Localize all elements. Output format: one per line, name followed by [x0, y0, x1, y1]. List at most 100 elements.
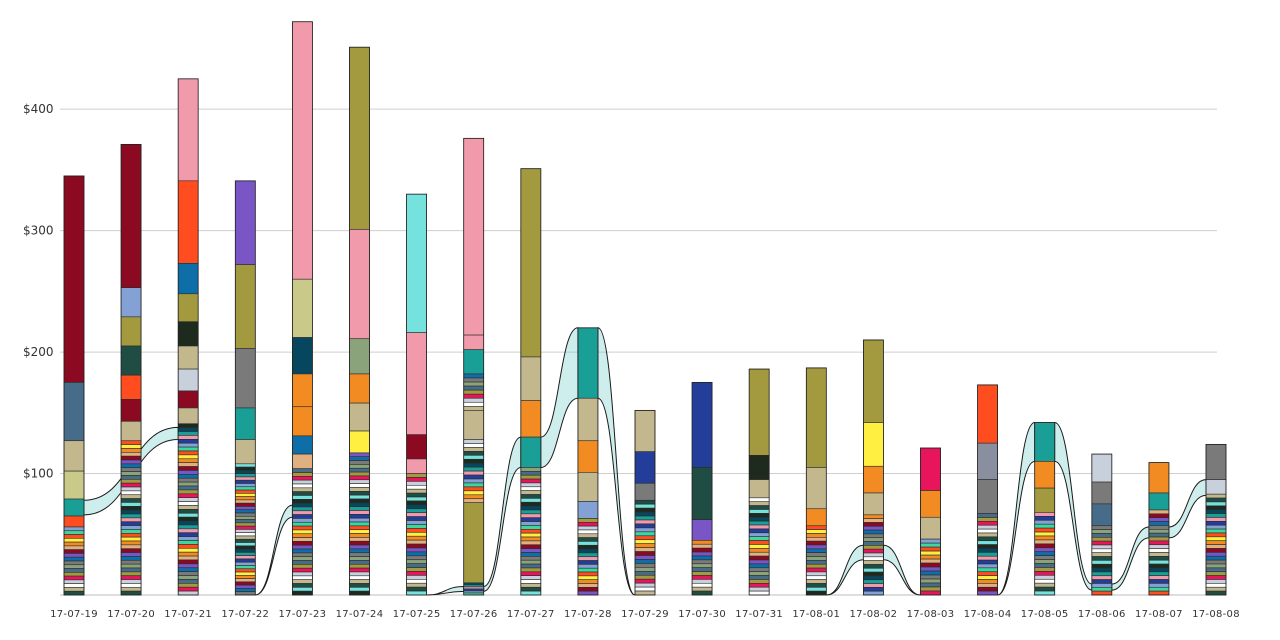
bar-segment	[463, 462, 485, 468]
bar-outline	[463, 137, 485, 596]
bar-segment	[1205, 540, 1227, 545]
bar-segment	[520, 556, 542, 561]
bar-segment	[920, 570, 941, 576]
bar-segment	[1148, 521, 1170, 526]
bar-segment	[63, 470, 85, 500]
bar-segment	[120, 529, 142, 534]
bar-segment	[1091, 529, 1113, 534]
bar-segment	[406, 458, 427, 474]
bar-segment	[349, 491, 370, 496]
bar-segment	[1148, 567, 1170, 573]
bar-segment	[235, 407, 256, 440]
bar-segment	[463, 502, 485, 584]
bar-segment	[577, 560, 599, 565]
bar-segment	[805, 571, 827, 577]
bar-segment	[120, 517, 142, 523]
bar-segment	[1091, 560, 1113, 565]
bar-segment	[120, 490, 142, 496]
bar-segment	[63, 553, 85, 558]
bar-segment	[634, 531, 656, 537]
bar-segment	[748, 536, 770, 541]
bar-segment	[863, 465, 884, 494]
bar-segment	[748, 509, 770, 514]
flow-band	[1111, 526, 1150, 591]
bar-outline	[1148, 462, 1170, 596]
bar-segment	[520, 571, 542, 576]
bar-segment	[805, 587, 827, 592]
y-tick-label: $100	[23, 467, 54, 481]
bar-segment	[920, 586, 941, 592]
bar-segment	[463, 455, 485, 460]
bar-segment	[520, 509, 542, 515]
bar-segment	[63, 590, 85, 596]
bar-segment	[520, 400, 542, 438]
bar-segment	[691, 579, 713, 584]
bar-segment	[634, 574, 656, 580]
bar-segment	[1091, 556, 1113, 561]
bar-segment	[292, 472, 313, 477]
bar-segment	[292, 560, 313, 565]
bar-segment	[520, 490, 542, 495]
bar-segment	[691, 382, 713, 468]
bar-segment	[748, 548, 770, 553]
bar-stack	[577, 327, 599, 596]
bar-segment	[1091, 563, 1113, 569]
bar-segment	[406, 520, 427, 525]
bar-segment	[1205, 497, 1227, 503]
bar-segment	[1091, 503, 1113, 527]
flow-band	[1054, 422, 1093, 591]
bar-segment	[235, 561, 256, 566]
bar-segment	[577, 472, 599, 502]
bar-segment	[235, 466, 256, 471]
bar-segment	[520, 548, 542, 553]
bar-segment	[235, 486, 256, 491]
bar-segment	[63, 515, 85, 528]
bar-segment	[463, 447, 485, 452]
bar-segment	[977, 575, 998, 580]
bar-segment	[177, 180, 199, 264]
bar-segment	[691, 563, 713, 568]
bar-segment	[292, 548, 313, 554]
bar-segment	[292, 583, 313, 588]
bar-segment	[120, 513, 142, 519]
bar-segment	[1034, 590, 1055, 596]
bar-segment	[1148, 509, 1170, 515]
bar-segment	[235, 473, 256, 478]
bar-segment	[177, 454, 199, 460]
bar-segment	[63, 556, 85, 562]
bar-segment	[120, 444, 142, 449]
bar-segment	[177, 524, 199, 530]
bar-segment	[120, 467, 142, 472]
bar-segment	[349, 533, 370, 538]
bar-segment	[634, 515, 656, 521]
bar-segment	[1091, 544, 1113, 550]
bar-segment	[349, 552, 370, 557]
bar-segment	[349, 502, 370, 507]
bar-segment	[349, 452, 370, 458]
bar-segment	[977, 552, 998, 557]
bar-segment	[1091, 481, 1113, 505]
bar-segment	[177, 555, 199, 561]
bar-segment	[577, 556, 599, 561]
bar-segment	[520, 168, 542, 358]
bar-segment	[177, 571, 199, 576]
bar-outline	[520, 168, 542, 596]
bar-segment	[292, 525, 313, 531]
bar-segment	[805, 537, 827, 542]
bar-segment	[235, 502, 256, 507]
bar-segment	[1148, 532, 1170, 538]
bar-segment	[1205, 505, 1227, 510]
bar-segment	[235, 542, 256, 547]
bar-segment	[977, 536, 998, 542]
flow-band	[997, 422, 1036, 596]
bar-segment	[634, 563, 656, 568]
bar-segment	[177, 466, 199, 471]
bar-segment	[977, 521, 998, 526]
bar-segment	[120, 559, 142, 565]
bar-segment	[520, 590, 542, 596]
bar-segment	[634, 482, 656, 501]
bar-segment	[920, 562, 941, 568]
bar-segment	[920, 490, 941, 518]
bar-segment	[1205, 501, 1227, 507]
bar-segment	[805, 556, 827, 561]
